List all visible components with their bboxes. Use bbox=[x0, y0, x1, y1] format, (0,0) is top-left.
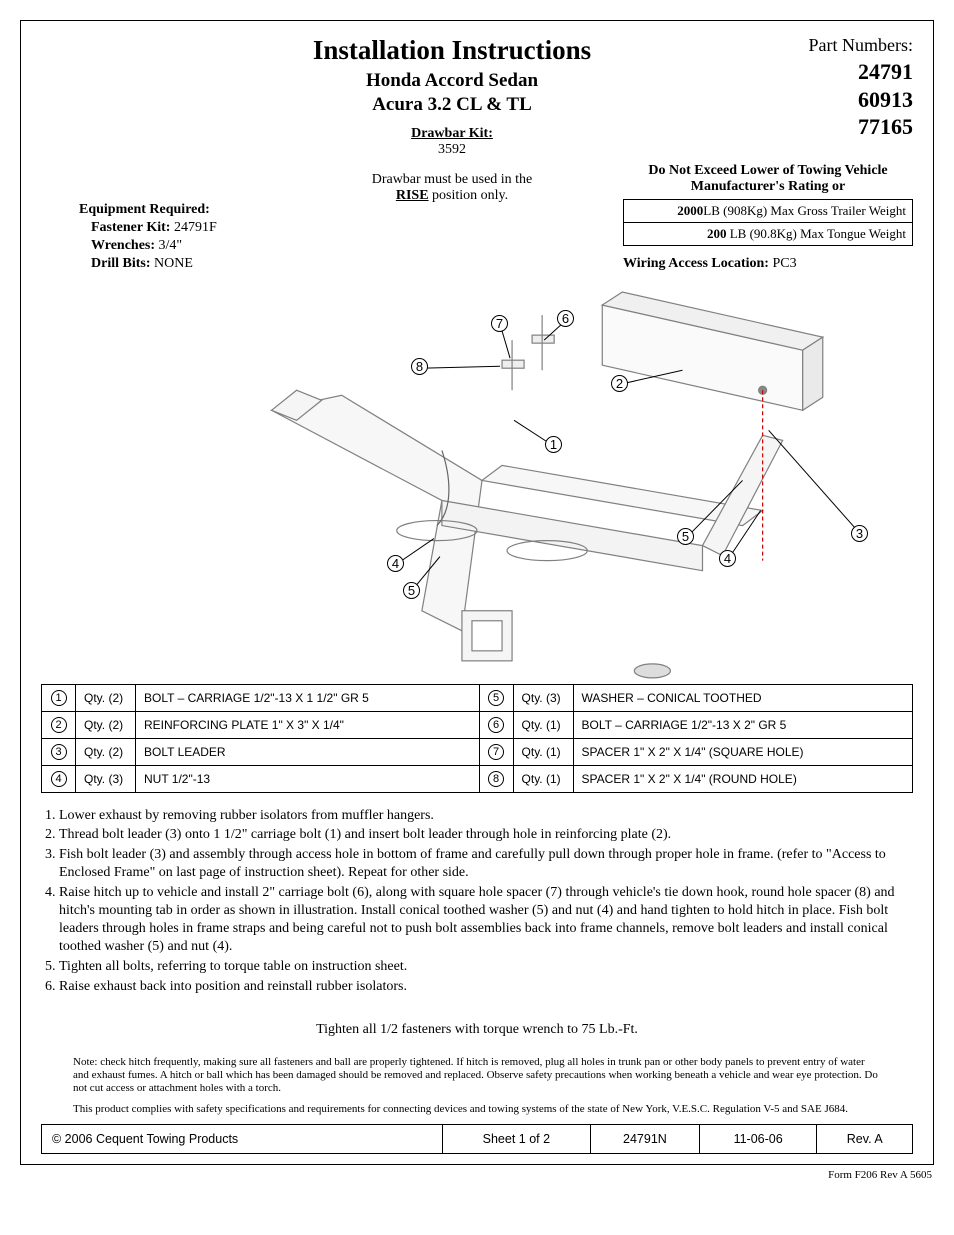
diagram-callout: 1 bbox=[545, 436, 562, 453]
diagram-callout: 5 bbox=[677, 528, 694, 545]
diagram-callout: 4 bbox=[387, 555, 404, 572]
part-callout-num: 1 bbox=[51, 690, 67, 706]
main-title: Installation Instructions bbox=[281, 35, 623, 66]
footer-sheet: Sheet 1 of 2 bbox=[442, 1125, 590, 1154]
safety-note: Note: check hitch frequently, making sur… bbox=[73, 1056, 881, 1096]
diagram-callout: 4 bbox=[719, 550, 736, 567]
equipment-title: Equipment Required: bbox=[79, 202, 217, 218]
part-number: 24791 bbox=[623, 58, 913, 86]
footer-copyright: © 2006 Cequent Towing Products bbox=[42, 1125, 443, 1154]
step: Raise hitch up to vehicle and install 2"… bbox=[59, 884, 913, 956]
wiring-access: Wiring Access Location: PC3 bbox=[623, 256, 913, 272]
footer-rev: Rev. A bbox=[817, 1125, 913, 1154]
part-number: 60913 bbox=[623, 86, 913, 114]
drawbar-kit-value: 3592 bbox=[281, 142, 623, 158]
table-row: 200 LB (90.8Kg) Max Tongue Weight bbox=[624, 222, 913, 245]
part-desc: WASHER – CONICAL TOOTHED bbox=[573, 684, 912, 711]
rating-heading: Do Not Exceed Lower of Towing Vehicle Ma… bbox=[623, 163, 913, 195]
diagram-svg bbox=[41, 280, 913, 681]
step: Raise exhaust back into position and rei… bbox=[59, 978, 913, 996]
header-center: Installation Instructions Honda Accord S… bbox=[281, 35, 623, 204]
diagram-callout: 6 bbox=[557, 310, 574, 327]
footer-docno: 24791N bbox=[591, 1125, 700, 1154]
part-desc: BOLT – CARRIAGE 1/2"-13 X 1 1/2" GR 5 bbox=[136, 684, 480, 711]
table-row: 1 Qty. (2) BOLT – CARRIAGE 1/2"-13 X 1 1… bbox=[42, 684, 913, 711]
table-row: 3 Qty. (2) BOLT LEADER 7 Qty. (1) SPACER… bbox=[42, 738, 913, 765]
parts-table: 1 Qty. (2) BOLT – CARRIAGE 1/2"-13 X 1 1… bbox=[41, 684, 913, 793]
diagram-callout: 8 bbox=[411, 358, 428, 375]
compliance-note: This product complies with safety specif… bbox=[73, 1103, 881, 1116]
table-row: 4 Qty. (3) NUT 1/2"-13 8 Qty. (1) SPACER… bbox=[42, 765, 913, 792]
step: Thread bolt leader (3) onto 1 1/2" carri… bbox=[59, 826, 913, 844]
part-numbers-label: Part Numbers: bbox=[623, 35, 913, 56]
instruction-steps: Lower exhaust by removing rubber isolato… bbox=[41, 807, 913, 996]
footer-date: 11-06-06 bbox=[699, 1125, 817, 1154]
part-numbers-block: Part Numbers: 24791 60913 77165 Do Not E… bbox=[623, 35, 913, 272]
diagram-callout: 3 bbox=[851, 525, 868, 542]
footer-table: © 2006 Cequent Towing Products Sheet 1 o… bbox=[41, 1124, 913, 1154]
table-row: 2 Qty. (2) REINFORCING PLATE 1" X 3" X 1… bbox=[42, 711, 913, 738]
diagram-callout: 7 bbox=[491, 315, 508, 332]
part-qty: Qty. (2) bbox=[76, 684, 136, 711]
equipment-required: Equipment Required: Fastener Kit: 24791F… bbox=[79, 202, 217, 272]
part-callout-num: 5 bbox=[488, 690, 504, 706]
table-row: 2000LB (908Kg) Max Gross Trailer Weight bbox=[624, 199, 913, 222]
drawbar-kit-label: Drawbar Kit: bbox=[411, 126, 493, 141]
document-frame: Installation Instructions Honda Accord S… bbox=[20, 20, 934, 1165]
subtitle-line-1: Honda Accord Sedan bbox=[281, 70, 623, 92]
drawbar-note: Drawbar must be used in the RISE positio… bbox=[281, 172, 623, 204]
weight-limits-table: 2000LB (908Kg) Max Gross Trailer Weight … bbox=[623, 199, 913, 246]
part-qty: Qty. (3) bbox=[513, 684, 573, 711]
part-number: 77165 bbox=[623, 113, 913, 141]
form-revision: Form F206 Rev A 5605 bbox=[20, 1169, 934, 1181]
step: Fish bolt leader (3) and assembly throug… bbox=[59, 846, 913, 882]
step: Tighten all bolts, referring to torque t… bbox=[59, 958, 913, 976]
drawbar-block: Drawbar Kit: 3592 Drawbar must be used i… bbox=[281, 126, 623, 204]
diagram-callout: 2 bbox=[611, 375, 628, 392]
diagram-callout: 5 bbox=[403, 582, 420, 599]
step: Lower exhaust by removing rubber isolato… bbox=[59, 807, 913, 825]
subtitle-line-2: Acura 3.2 CL & TL bbox=[281, 94, 623, 116]
torque-note: Tighten all 1/2 fasteners with torque wr… bbox=[41, 1022, 913, 1038]
assembly-diagram: 7 6 8 2 1 5 4 3 4 5 bbox=[41, 280, 913, 680]
